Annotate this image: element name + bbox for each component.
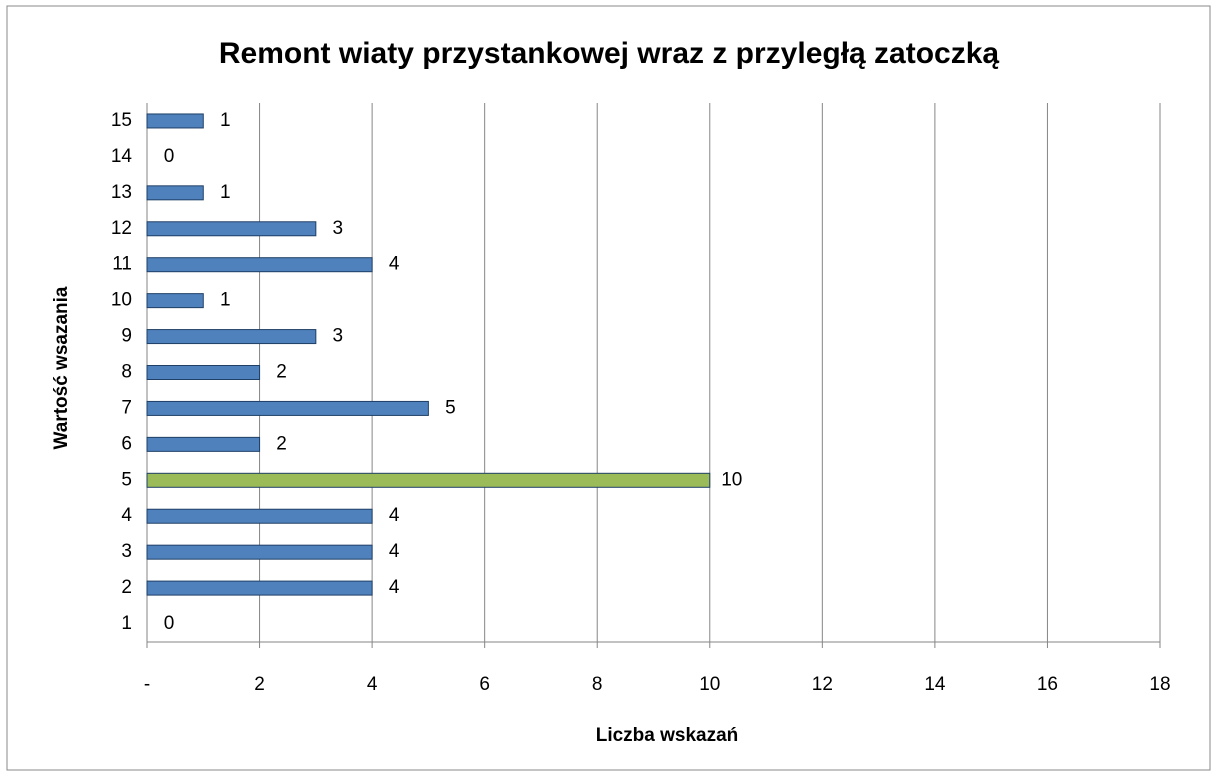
bar bbox=[146, 508, 373, 524]
bar bbox=[146, 436, 261, 452]
y-tick-label: 2 bbox=[121, 577, 132, 598]
x-tick-label: 2 bbox=[254, 674, 265, 695]
y-tick-label: 1 bbox=[121, 613, 132, 634]
x-tick-label: 18 bbox=[1149, 674, 1170, 695]
data-label: 10 bbox=[721, 469, 742, 490]
bar bbox=[146, 580, 373, 596]
y-tick-label: 8 bbox=[121, 362, 132, 383]
y-tick-label: 4 bbox=[121, 505, 132, 526]
data-label: 1 bbox=[220, 110, 231, 131]
y-tick-label: 11 bbox=[112, 254, 132, 275]
x-tick-label: 12 bbox=[812, 674, 833, 695]
data-label: 1 bbox=[220, 182, 231, 203]
bar bbox=[146, 329, 317, 345]
x-tick-label: 16 bbox=[1037, 674, 1058, 695]
data-label: 0 bbox=[164, 613, 175, 634]
y-tick-label: 3 bbox=[121, 541, 132, 562]
data-label: 5 bbox=[445, 397, 456, 418]
x-tick-label: 10 bbox=[699, 674, 720, 695]
chart-title: Remont wiaty przystankowej wraz z przyle… bbox=[219, 37, 1000, 70]
data-label: 1 bbox=[220, 290, 231, 311]
data-label: 4 bbox=[389, 505, 400, 526]
data-label: 2 bbox=[276, 362, 287, 383]
y-tick-label: 13 bbox=[111, 182, 132, 203]
data-label: 4 bbox=[389, 254, 400, 275]
data-label: 0 bbox=[164, 146, 175, 167]
bar bbox=[146, 544, 373, 560]
data-label: 3 bbox=[333, 218, 344, 239]
data-label: 3 bbox=[333, 326, 344, 347]
bar bbox=[146, 257, 373, 273]
y-axis-label: Wartość wsazania bbox=[51, 286, 72, 449]
y-tick-label: 5 bbox=[121, 469, 132, 490]
y-tick-label: 7 bbox=[121, 397, 132, 418]
x-tick-label: 6 bbox=[479, 674, 490, 695]
data-label: 4 bbox=[389, 577, 400, 598]
x-tick-label: 8 bbox=[592, 674, 603, 695]
y-tick-label: 9 bbox=[121, 326, 132, 347]
bar bbox=[146, 113, 204, 129]
bar bbox=[146, 365, 261, 380]
bar bbox=[146, 293, 204, 309]
bar bbox=[146, 400, 429, 416]
x-axis-label: Liczba wskazań bbox=[596, 725, 739, 746]
x-tick-label: 4 bbox=[367, 674, 378, 695]
y-tick-label: 12 bbox=[111, 218, 132, 239]
x-tick-label: - bbox=[144, 674, 150, 695]
bar bbox=[146, 185, 204, 201]
y-tick-label: 14 bbox=[111, 146, 133, 167]
data-label: 4 bbox=[389, 541, 400, 562]
y-tick-label: 6 bbox=[121, 433, 132, 454]
y-tick-label: 10 bbox=[111, 290, 132, 311]
y-tick-label: 15 bbox=[111, 110, 132, 131]
bar bbox=[146, 221, 317, 237]
data-label: 2 bbox=[276, 433, 287, 454]
x-tick-label: 14 bbox=[924, 674, 946, 695]
chart-border bbox=[6, 5, 1211, 771]
bar bbox=[146, 472, 711, 488]
